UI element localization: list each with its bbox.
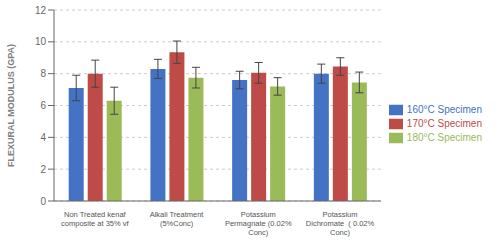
svg-text:PotassiumPermagnate (0.02%Conc: PotassiumPermagnate (0.02%Conc) — [225, 210, 292, 237]
svg-text:Non Treated kenafcomposite at: Non Treated kenafcomposite at 35% vf — [61, 210, 129, 228]
svg-text:4: 4 — [40, 132, 46, 143]
svg-text:Alkali Treatment(5%Conc): Alkali Treatment(5%Conc) — [150, 210, 205, 228]
svg-text:2: 2 — [40, 164, 46, 175]
svg-text:FLEXURAL MODULUS (GPA): FLEXURAL MODULUS (GPA) — [8, 44, 16, 167]
html-text:180°C Specimen: 180°C Specimen — [406, 131, 482, 143]
svg-text:6: 6 — [40, 100, 46, 111]
svg-text:0: 0 — [40, 196, 46, 207]
svg-text:PotassiumDichromate ( 0.02%Co: PotassiumDichromate ( 0.02%Conc) — [306, 210, 375, 237]
svg-text:10: 10 — [35, 36, 47, 47]
svg-text:12: 12 — [35, 5, 47, 16]
html-text:170°C Specimen: 170°C Specimen — [406, 117, 482, 129]
html-text:160°C Specimen: 160°C Specimen — [406, 103, 482, 115]
svg-text:8: 8 — [40, 68, 46, 79]
